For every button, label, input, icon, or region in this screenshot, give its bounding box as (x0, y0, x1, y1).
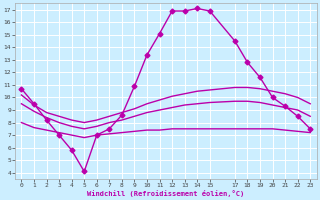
X-axis label: Windchill (Refroidissement éolien,°C): Windchill (Refroidissement éolien,°C) (87, 190, 244, 197)
